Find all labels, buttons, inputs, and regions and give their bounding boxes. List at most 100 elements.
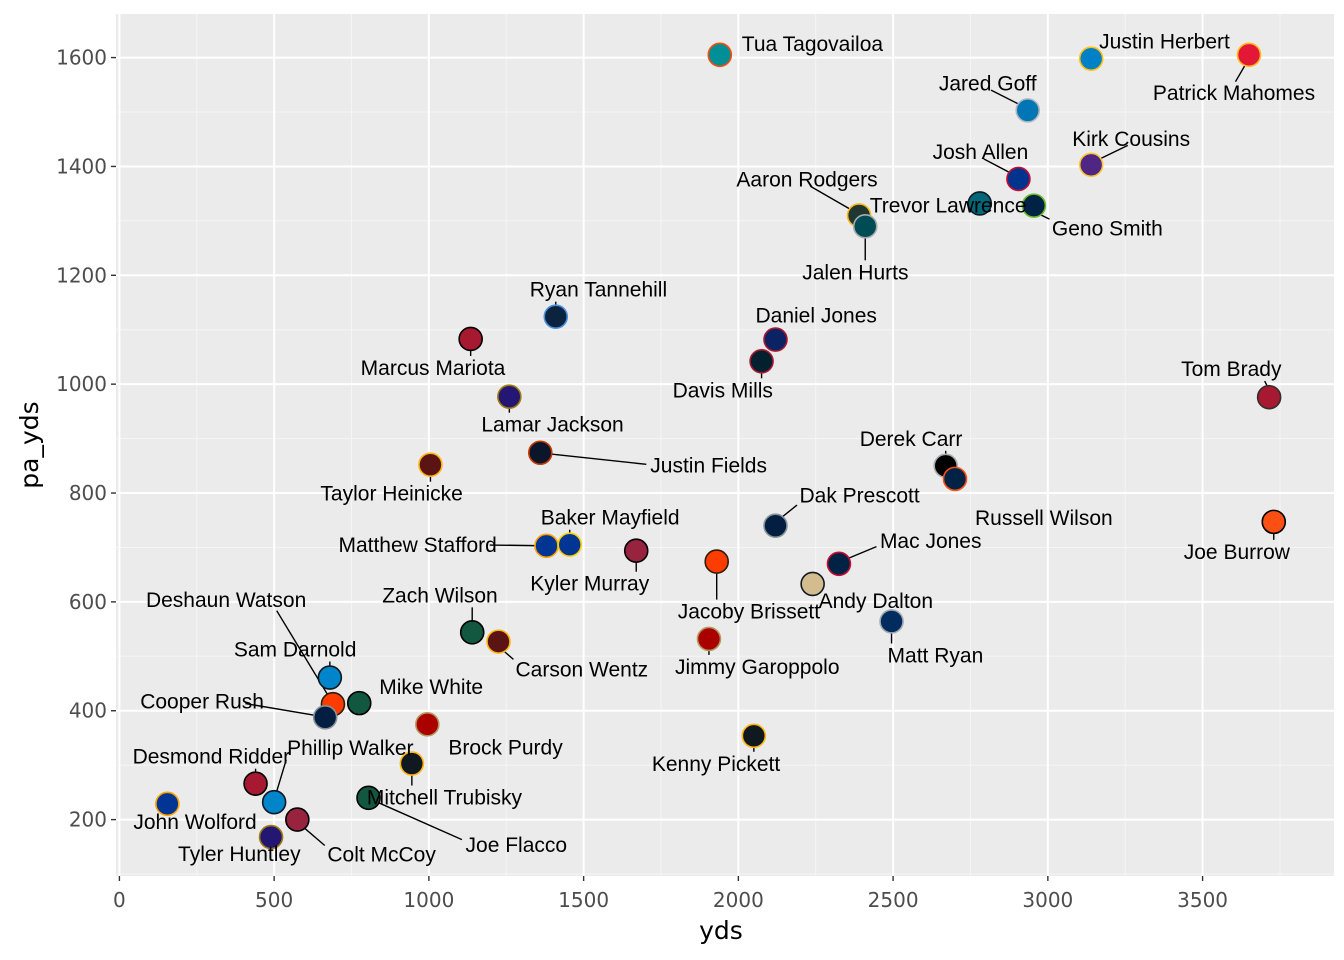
leader-matthew-stafford (489, 544, 535, 547)
label-mitchell-trubisky: Mitchell Trubisky (367, 787, 523, 810)
label-taylor-heinicke: Taylor Heinicke (320, 483, 462, 506)
point-trevor-lawrence (967, 191, 993, 216)
y-tick-label: 1400 (56, 154, 107, 178)
label-phillip-walker: Phillip Walker (287, 737, 413, 760)
label-joe-burrow: Joe Burrow (1184, 541, 1291, 564)
label-trevor-lawrence: Trevor Lawrence (870, 194, 1027, 217)
point-kenny-pickett (741, 723, 767, 749)
point-labels: Tua Tagovailoa Justin Herbert Patrick Maho… (133, 31, 1316, 867)
leader-tom-brady (1264, 380, 1268, 386)
y-tick-label: 200 (69, 808, 107, 832)
label-andy-dalton: Andy Dalton (819, 590, 933, 613)
label-carson-wentz: Carson Wentz (516, 659, 649, 682)
leader-patrick-mahomes (1234, 65, 1246, 83)
y-tick-label: 600 (69, 590, 107, 614)
point-geno-smith (1021, 193, 1047, 218)
point-tyler-huntley (258, 824, 284, 850)
point-tua-tagovailoa (707, 42, 733, 68)
label-zach-wilson: Zach Wilson (382, 584, 498, 607)
label-daniel-jones: Daniel Jones (755, 305, 876, 328)
point-mitchell-trubisky (399, 751, 425, 776)
axes: 0 500 1000 1500 2000 2500 3000 3500 200 400 600 800… (56, 46, 1228, 912)
point-davis-mills (749, 348, 774, 374)
label-matt-ryan: Matt Ryan (888, 644, 984, 667)
point-russell-wilson (942, 466, 968, 492)
label-leader-lines (245, 65, 1275, 847)
leader-geno-smith (1040, 214, 1050, 220)
point-taylor-heinicke (418, 452, 443, 478)
point-sam-darnold (317, 665, 343, 690)
label-deshaun-watson: Deshaun Watson (146, 589, 306, 612)
y-tick-label: 400 (69, 699, 107, 723)
point-mac-jones (826, 551, 852, 577)
label-matthew-stafford: Matthew Stafford (338, 534, 496, 557)
point-kirk-cousins (1078, 152, 1104, 178)
y-tick-label: 1000 (56, 372, 107, 396)
point-jared-goff (1015, 98, 1041, 123)
leader-dak-prescott (782, 504, 798, 517)
point-jimmy-garoppolo (696, 626, 722, 652)
leader-mac-jones (849, 546, 877, 559)
point-josh-allen (1006, 166, 1031, 192)
label-desmond-ridder: Desmond Ridder (133, 746, 291, 769)
label-jalen-hurts: Jalen Hurts (802, 261, 908, 284)
label-kyler-murray: Kyler Murray (530, 573, 650, 596)
label-mike-white: Mike White (379, 676, 483, 699)
x-tick-label: 1500 (558, 888, 609, 912)
point-jacoby-brissett (704, 549, 729, 574)
panel-background (116, 14, 1334, 876)
point-marcus-mariota (458, 326, 483, 352)
label-john-wolford: John Wolford (133, 811, 256, 834)
point-matthew-stafford (534, 533, 559, 559)
y-tick-label: 1200 (56, 263, 107, 287)
point-joe-burrow (1261, 509, 1287, 535)
label-geno-smith: Geno Smith (1052, 218, 1163, 241)
label-patrick-mahomes: Patrick Mahomes (1153, 82, 1315, 105)
point-justin-fields (527, 440, 553, 466)
label-russell-wilson: Russell Wilson (975, 507, 1113, 530)
point-cooper-rush (312, 704, 338, 730)
minor-gridlines (116, 14, 1334, 876)
point-ryan-tannehill (543, 304, 569, 329)
point-tom-brady (1256, 384, 1282, 410)
y-tick-label: 1600 (56, 46, 107, 70)
leader-cooper-rush (245, 702, 314, 716)
label-brock-purdy: Brock Purdy (448, 736, 563, 759)
point-zach-wilson (459, 620, 485, 645)
point-john-wolford (155, 791, 180, 817)
data-points (155, 42, 1287, 850)
point-joe-flacco (356, 785, 381, 811)
label-josh-allen: Josh Allen (933, 141, 1029, 164)
point-colt-mccoy (285, 807, 310, 832)
x-tick-label: 3500 (1177, 888, 1228, 912)
leader-joe-flacco (379, 802, 463, 841)
point-justin-herbert (1078, 46, 1104, 71)
point-desmond-ridder (243, 771, 268, 796)
label-derek-carr: Derek Carr (860, 428, 963, 451)
label-lamar-jackson: Lamar Jackson (481, 414, 623, 437)
label-justin-herbert: Justin Herbert (1099, 31, 1230, 54)
label-kirk-cousins: Kirk Cousins (1072, 128, 1190, 151)
label-joe-flacco: Joe Flacco (466, 834, 568, 857)
point-daniel-jones (763, 327, 788, 352)
x-tick-label: 0 (113, 888, 126, 912)
point-dak-prescott (763, 513, 788, 538)
label-tyler-huntley: Tyler Huntley (178, 843, 301, 866)
label-ryan-tannehill: Ryan Tannehill (530, 279, 667, 302)
label-baker-mayfield: Baker Mayfield (541, 507, 680, 530)
x-tick-label: 500 (255, 888, 293, 912)
label-tom-brady: Tom Brady (1181, 358, 1282, 381)
point-andy-dalton (800, 571, 825, 597)
label-justin-fields: Justin Fields (650, 455, 767, 478)
leader-aaron-rodgers (809, 185, 850, 210)
x-tick-label: 2500 (868, 888, 919, 912)
label-kenny-pickett: Kenny Pickett (652, 753, 781, 776)
label-colt-mccoy: Colt McCoy (327, 844, 436, 867)
x-axis-title: yds (699, 916, 743, 945)
y-tick-label: 800 (69, 481, 107, 505)
x-tick-label: 2000 (713, 888, 764, 912)
leader-phillip-walker (276, 759, 287, 791)
label-tua-tagovailoa: Tua Tagovailoa (742, 33, 884, 56)
point-phillip-walker (261, 789, 287, 815)
